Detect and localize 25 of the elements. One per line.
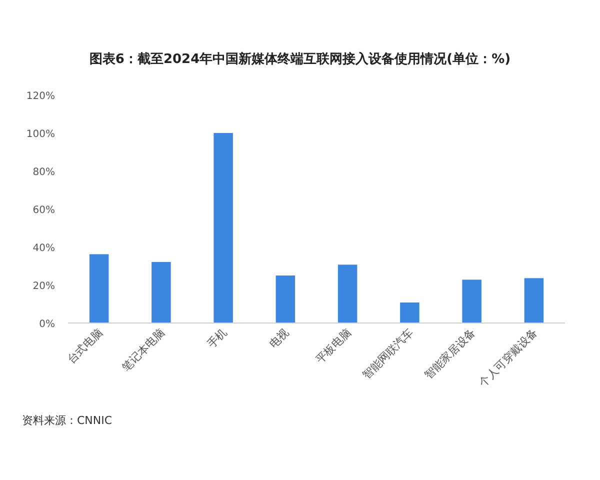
bar <box>214 133 233 323</box>
bar <box>524 278 544 323</box>
y-tick-label: 80% <box>32 167 55 178</box>
bar <box>152 262 171 323</box>
bar <box>338 264 358 323</box>
x-tick-label: 台式电脑 <box>64 326 106 366</box>
y-tick-label: 120% <box>26 91 55 102</box>
x-tick-label: 智能网联汽车 <box>360 326 416 382</box>
x-tick-label: 手机 <box>204 326 230 351</box>
bar <box>462 280 482 323</box>
x-tick-label: 笔记本电脑 <box>119 326 168 374</box>
bar <box>89 254 109 323</box>
x-tick-label: 智能家居设备 <box>422 326 478 382</box>
x-tick-label: 平板电脑 <box>313 326 354 366</box>
y-tick-label: 100% <box>26 129 55 140</box>
bar <box>276 276 296 323</box>
chart-title: 图表6：截至2024年中国新媒体终端互联网接入设备使用情况(单位：%) <box>89 51 511 67</box>
y-tick-label: 0% <box>39 319 55 330</box>
y-tick-label: 20% <box>32 281 55 292</box>
y-tick-label: 60% <box>32 205 55 216</box>
x-tick-label: 个人可穿戴设备 <box>476 326 540 390</box>
y-tick-label: 40% <box>32 243 55 254</box>
text: 资料来源：CNNIC <box>22 414 112 427</box>
bar <box>400 302 420 323</box>
x-tick-label: 电视 <box>266 326 292 351</box>
